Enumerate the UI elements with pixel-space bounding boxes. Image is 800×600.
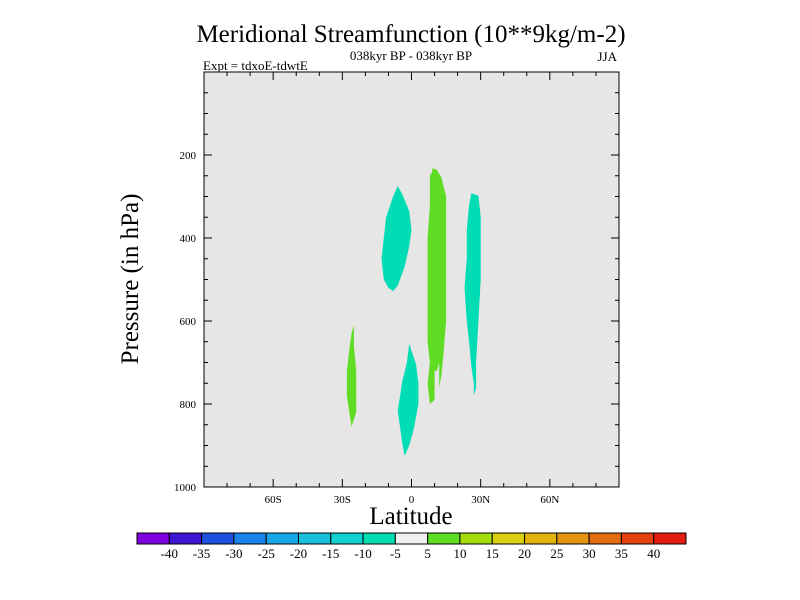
colorbar-label: -15 — [322, 546, 339, 561]
colorbar-label: -25 — [258, 546, 275, 561]
colorbar-swatch — [201, 532, 235, 545]
x-tick-label: 60N — [540, 494, 559, 506]
expt-label: Expt = tdxoE-tdwtE — [203, 58, 308, 73]
colorbar-swatch — [620, 532, 655, 545]
colorbar-swatch — [653, 532, 687, 545]
colorbar-label: 40 — [647, 546, 660, 561]
colorbar-swatch — [524, 532, 558, 545]
colorbar-label: 30 — [583, 546, 596, 561]
colorbar-label: -20 — [290, 546, 307, 561]
colorbar-swatch — [588, 532, 622, 545]
contour-region-positive-cell-south — [346, 325, 357, 427]
colorbar-label: 5 — [424, 546, 431, 561]
colorbar-swatch — [556, 532, 590, 545]
y-tick-label: 400 — [180, 233, 197, 245]
colorbar-swatch — [459, 532, 493, 545]
colorbar-swatch — [265, 532, 299, 545]
y-tick-label: 800 — [180, 399, 197, 411]
season-label: JJA — [597, 49, 617, 64]
contour-region-negative-cell-upper — [381, 186, 412, 292]
chart-subtitle: 038kyr BP - 038kyr BP — [350, 48, 472, 63]
colorbar-label: 20 — [518, 546, 531, 561]
colorbar-label: -5 — [390, 546, 401, 561]
contour-region-negative-cell-lower — [397, 343, 419, 456]
colorbar: -40 -35 -30 -25 -20 -15 -10 -5 5 10 15 20 25 30 35 40 — [136, 532, 687, 561]
colorbar-swatch — [394, 532, 429, 545]
x-tick-label: 60S — [265, 494, 282, 506]
y-tick-label: 600 — [180, 316, 197, 328]
x-tick-label: 30S — [334, 494, 351, 506]
colorbar-swatch — [330, 532, 364, 545]
colorbar-swatch — [297, 532, 332, 545]
x-tick-label: 0 — [409, 494, 415, 506]
colorbar-swatch — [362, 532, 396, 545]
colorbar-swatch — [233, 532, 267, 545]
colorbar-swatch — [168, 532, 203, 545]
colorbar-label: -35 — [193, 546, 210, 561]
contour-region-negative-cell-north — [464, 193, 481, 396]
x-tick-label: 30N — [471, 494, 490, 506]
colorbar-label: 35 — [615, 546, 628, 561]
colorbar-swatch — [491, 532, 526, 545]
colorbar-label: 25 — [550, 546, 563, 561]
contour-region-positive-cell-equatorial — [427, 168, 447, 404]
colorbar-label: 10 — [453, 546, 466, 561]
contour-regions — [346, 168, 481, 456]
colorbar-label: -30 — [225, 546, 242, 561]
colorbar-label: -40 — [161, 546, 178, 561]
colorbar-swatch — [136, 532, 170, 545]
y-tick-label: 200 — [180, 150, 197, 162]
y-axis-label: Pressure (in hPa) — [117, 194, 144, 365]
axes: 200 400 600 800 1000 60S 30S 0 30N 60N — [174, 71, 620, 506]
chart-title: Meridional Streamfunction (10**9kg/m-2) — [196, 21, 625, 48]
colorbar-label: 15 — [486, 546, 499, 561]
x-axis-label: Latitude — [369, 503, 452, 530]
colorbar-swatch — [427, 532, 461, 545]
colorbar-label: -10 — [354, 546, 371, 561]
y-tick-label: 1000 — [174, 482, 197, 494]
